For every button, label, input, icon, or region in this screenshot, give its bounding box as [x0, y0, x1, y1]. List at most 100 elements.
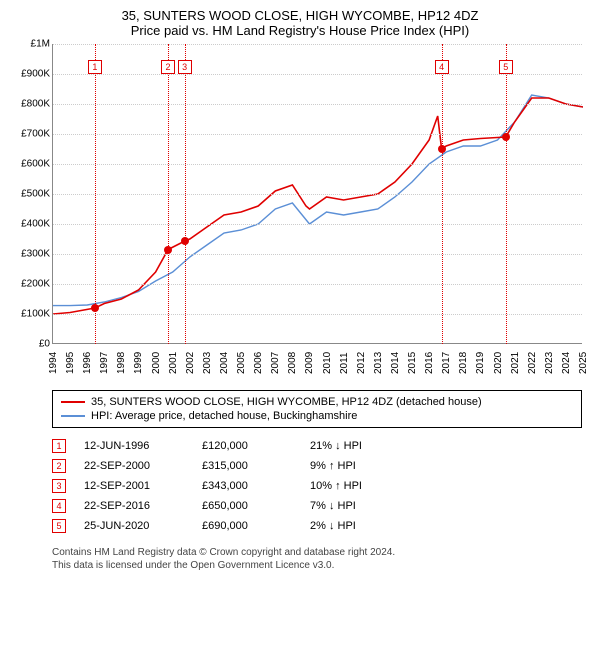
gridline [53, 44, 582, 45]
series-line [53, 98, 583, 314]
x-tick-label: 2007 [270, 352, 281, 374]
event-row-date: 12-JUN-1996 [84, 440, 184, 452]
legend-swatch [61, 415, 85, 417]
x-tick-label: 2020 [493, 352, 504, 374]
y-axis: £0£100K£200K£300K£400K£500K£600K£700K£80… [10, 44, 52, 344]
x-tick-label: 2010 [322, 352, 333, 374]
event-marker-dot [164, 246, 172, 254]
event-marker-line [168, 44, 169, 344]
x-tick-label: 1998 [116, 352, 127, 374]
event-row-price: £343,000 [202, 480, 292, 492]
series-line [53, 95, 583, 306]
event-row: 422-SEP-2016£650,0007% ↓ HPI [52, 496, 582, 516]
event-marker-box: 3 [178, 60, 192, 74]
event-row-price: £690,000 [202, 520, 292, 532]
y-tick-label: £700K [21, 129, 50, 140]
x-tick-label: 2013 [373, 352, 384, 374]
gridline [53, 194, 582, 195]
event-row-delta: 21% ↓ HPI [310, 440, 390, 452]
event-row-date: 25-JUN-2020 [84, 520, 184, 532]
events-table: 1 12-JUN-1996 £120,000 21% ↓ HPI 2 22-SEP-200… [52, 436, 582, 536]
x-tick-label: 2012 [356, 352, 367, 374]
chart-subtitle: Price paid vs. HM Land Registry's House … [10, 23, 590, 38]
x-tick-label: 1995 [65, 352, 76, 374]
event-row-price: £120,000 [202, 440, 292, 452]
event-row: 1 12-JUN-1996 £120,000 21% ↓ HPI [52, 436, 582, 456]
event-row-delta: 2% ↓ HPI [310, 520, 390, 532]
y-tick-label: £500K [21, 189, 50, 200]
gridline [53, 224, 582, 225]
event-row-date: 22-SEP-2016 [84, 500, 184, 512]
x-tick-label: 2003 [202, 352, 213, 374]
legend-label: 35, SUNTERS WOOD CLOSE, HIGH WYCOMBE, HP… [91, 396, 482, 408]
event-row-marker: 1 [52, 439, 66, 453]
x-tick-label: 2005 [236, 352, 247, 374]
event-marker-line [442, 44, 443, 344]
event-row: 5 25-JUN-2020 £690,000 2% ↓ HPI [52, 516, 582, 536]
x-tick-label: 2025 [578, 352, 589, 374]
x-tick-label: 2002 [185, 352, 196, 374]
y-tick-label: £800K [21, 99, 50, 110]
legend-label: HPI: Average price, detached house, Buck… [91, 410, 357, 422]
event-marker-dot [502, 133, 510, 141]
gridline [53, 254, 582, 255]
event-row-delta: 9% ↑ HPI [310, 460, 390, 472]
y-tick-label: £200K [21, 279, 50, 290]
x-tick-label: 1999 [133, 352, 144, 374]
y-tick-label: £100K [21, 309, 50, 320]
event-row: 2 22-SEP-2000 £315,000 9% ↑ HPI [52, 456, 582, 476]
footer-line-2: This data is licensed under the Open Gov… [52, 559, 582, 572]
event-row-delta: 7% ↓ HPI [310, 500, 390, 512]
y-tick-label: £900K [21, 69, 50, 80]
gridline [53, 164, 582, 165]
x-tick-label: 2018 [458, 352, 469, 374]
x-tick-label: 2009 [304, 352, 315, 374]
footer-line-1: Contains HM Land Registry data © Crown c… [52, 546, 582, 559]
gridline [53, 104, 582, 105]
y-tick-label: £1M [31, 39, 50, 50]
x-tick-label: 2023 [544, 352, 555, 374]
x-tick-label: 2019 [475, 352, 486, 374]
x-tick-label: 2004 [219, 352, 230, 374]
event-marker-line [506, 44, 507, 344]
event-row-marker: 3 [52, 479, 66, 493]
event-marker-box: 4 [435, 60, 449, 74]
gridline [53, 74, 582, 75]
y-tick-label: £300K [21, 249, 50, 260]
event-marker-box: 2 [161, 60, 175, 74]
x-tick-label: 2021 [510, 352, 521, 374]
x-tick-label: 2014 [390, 352, 401, 374]
chart-area: £0 £100K £200K £300K £400K £500K £600K £700K £80… [10, 44, 590, 384]
y-tick-label: £400K [21, 219, 50, 230]
gridline [53, 314, 582, 315]
plot-area: 12345 [52, 44, 582, 344]
event-marker-dot [438, 145, 446, 153]
event-row-date: 12-SEP-2001 [84, 480, 184, 492]
event-row-marker: 5 [52, 519, 66, 533]
legend: 35, SUNTERS WOOD CLOSE, HIGH WYCOMBE, HP… [52, 390, 582, 428]
legend-swatch [61, 401, 85, 403]
x-tick-label: 2024 [561, 352, 572, 374]
x-tick-label: 2016 [424, 352, 435, 374]
event-marker-dot [91, 304, 99, 312]
x-tick-label: 1994 [48, 352, 59, 374]
x-axis: 1994199519961997199819992000200120022003… [52, 346, 582, 384]
chart-title: 35, SUNTERS WOOD CLOSE, HIGH WYCOMBE, HP… [10, 8, 590, 23]
footer-attribution: Contains HM Land Registry data © Crown c… [52, 546, 582, 572]
x-tick-label: 2015 [407, 352, 418, 374]
chart-container: 35, SUNTERS WOOD CLOSE, HIGH WYCOMBE, HP… [0, 0, 600, 580]
event-marker-box: 5 [499, 60, 513, 74]
event-row-marker: 2 [52, 459, 66, 473]
event-row-delta: 10% ↑ HPI [310, 480, 390, 492]
event-row-price: £315,000 [202, 460, 292, 472]
x-tick-label: 1997 [99, 352, 110, 374]
x-tick-label: 2006 [253, 352, 264, 374]
event-marker-dot [181, 237, 189, 245]
x-tick-label: 2011 [339, 352, 350, 374]
event-row: 3 12-SEP-2001 £343,000 10% ↑ HPI [52, 476, 582, 496]
y-tick-label: £0 [39, 339, 50, 350]
event-row-date: 22-SEP-2000 [84, 460, 184, 472]
event-marker-line [185, 44, 186, 344]
y-tick-label: £600K [21, 159, 50, 170]
x-tick-label: 2022 [527, 352, 538, 374]
